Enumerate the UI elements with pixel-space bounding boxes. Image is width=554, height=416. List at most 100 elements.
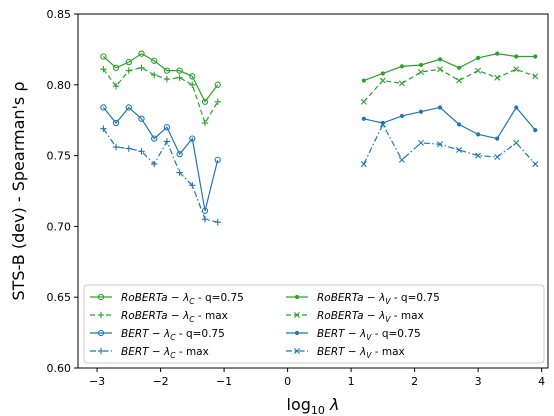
legend-item: BERT − λV - q=0.75 bbox=[286, 328, 421, 342]
legend: RoBERTa − λC - q=0.75 RoBERTa − λV - q=0.… bbox=[83, 284, 545, 364]
legend-marker bbox=[294, 294, 300, 300]
series-line bbox=[363, 106, 536, 140]
series-line bbox=[102, 128, 218, 223]
data-point bbox=[112, 143, 120, 151]
series-8 bbox=[360, 121, 539, 168]
data-point bbox=[456, 77, 463, 84]
y-tick-label: 0.60 bbox=[47, 362, 72, 375]
data-point bbox=[495, 136, 500, 141]
data-point bbox=[125, 67, 133, 74]
x-tick-label: 2 bbox=[411, 375, 418, 388]
data-point bbox=[112, 64, 120, 71]
data-point bbox=[398, 80, 405, 87]
data-point bbox=[112, 83, 120, 90]
data-point bbox=[417, 69, 424, 76]
data-point bbox=[189, 73, 196, 80]
data-point bbox=[189, 81, 196, 88]
series-7 bbox=[361, 105, 538, 141]
data-point bbox=[514, 54, 519, 59]
y-tick-label: 0.80 bbox=[47, 79, 72, 92]
legend-marker bbox=[294, 312, 300, 318]
data-point bbox=[201, 216, 209, 223]
data-point bbox=[125, 145, 133, 152]
legend-item: BERT − λV - max bbox=[286, 346, 405, 360]
x-tick-label: 1 bbox=[348, 375, 355, 388]
legend-marker bbox=[97, 293, 105, 301]
legend-item: RoBERTa − λC - max bbox=[90, 310, 228, 324]
plot-frame bbox=[77, 13, 549, 369]
y-ticks: 0.60 0.65 0.70 0.75 0.80 0.85 bbox=[47, 8, 78, 375]
series-line bbox=[103, 52, 219, 103]
legend-marker bbox=[97, 347, 105, 355]
data-point bbox=[533, 128, 538, 133]
data-point bbox=[163, 138, 171, 145]
data-point bbox=[189, 135, 196, 142]
series-6 bbox=[360, 66, 539, 105]
data-point bbox=[201, 98, 209, 105]
data-point bbox=[214, 81, 221, 88]
data-point bbox=[514, 105, 519, 110]
y-tick-label: 0.65 bbox=[47, 291, 72, 304]
series-line bbox=[102, 106, 219, 211]
data-point bbox=[125, 104, 132, 111]
legend-label: RoBERTa − λV - q=0.75 bbox=[317, 292, 440, 306]
data-point bbox=[437, 57, 443, 62]
legend-label: BERT − λV - q=0.75 bbox=[317, 328, 421, 342]
data-point bbox=[437, 66, 444, 73]
data-point bbox=[163, 75, 171, 83]
data-point bbox=[418, 62, 424, 68]
legend-item: RoBERTa − λV - max bbox=[286, 310, 424, 324]
series-layer bbox=[100, 50, 539, 226]
legend-item: BERT − λC - q=0.75 bbox=[90, 328, 225, 342]
data-point bbox=[189, 182, 196, 189]
data-point bbox=[437, 141, 444, 148]
data-point bbox=[360, 161, 367, 168]
series-line bbox=[363, 123, 536, 165]
legend-marker bbox=[294, 348, 300, 354]
x-ticks: −3 −2 −1 0 1 2 3 4 bbox=[89, 368, 545, 388]
data-point bbox=[176, 169, 183, 176]
series-1 bbox=[100, 50, 221, 105]
data-point bbox=[214, 98, 221, 105]
data-point bbox=[513, 66, 520, 73]
data-point bbox=[476, 132, 481, 137]
data-point bbox=[437, 105, 443, 110]
data-point bbox=[379, 121, 386, 128]
data-point bbox=[151, 135, 158, 142]
y-axis-label: STS-B (dev) - Spearman's ρ bbox=[9, 81, 28, 300]
data-point bbox=[214, 156, 221, 163]
legend-item: RoBERTa − λV - q=0.75 bbox=[286, 292, 440, 306]
legend-marker bbox=[294, 330, 300, 336]
data-point bbox=[361, 116, 366, 121]
series-5 bbox=[361, 51, 538, 83]
data-point bbox=[494, 154, 501, 161]
data-point bbox=[112, 119, 120, 127]
x-tick-label: 3 bbox=[475, 375, 482, 388]
x-tick-label: −2 bbox=[152, 375, 168, 388]
data-point bbox=[151, 57, 158, 64]
series-line bbox=[363, 53, 536, 82]
data-point bbox=[125, 58, 132, 66]
legend-item: BERT − λC - max bbox=[90, 346, 209, 360]
data-point bbox=[163, 124, 171, 131]
x-tick-label: −1 bbox=[216, 375, 232, 388]
data-point bbox=[417, 139, 424, 146]
data-point bbox=[138, 64, 145, 72]
data-point bbox=[214, 218, 221, 226]
data-point bbox=[100, 104, 107, 111]
legend-label: RoBERTa − λV - max bbox=[317, 310, 424, 324]
data-point bbox=[100, 53, 107, 60]
legend-marker bbox=[97, 329, 105, 337]
x-tick-label: 0 bbox=[284, 375, 291, 388]
data-point bbox=[475, 67, 482, 74]
series-line bbox=[363, 68, 536, 103]
y-tick-label: 0.75 bbox=[47, 150, 72, 163]
y-tick-label: 0.70 bbox=[47, 220, 72, 233]
data-point bbox=[398, 156, 405, 163]
y-tick-label: 0.85 bbox=[47, 8, 72, 21]
data-point bbox=[456, 122, 462, 127]
data-point bbox=[201, 119, 209, 127]
x-tick-label: −3 bbox=[89, 375, 105, 388]
data-point bbox=[476, 55, 481, 60]
